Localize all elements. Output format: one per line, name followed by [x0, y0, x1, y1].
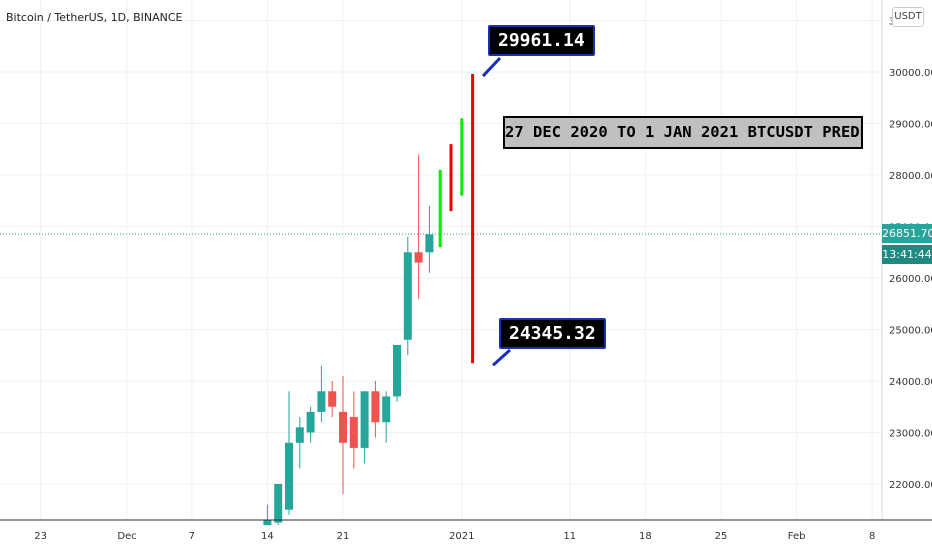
candle-body: [339, 411, 347, 443]
candle-body: [306, 411, 315, 433]
candle-body: [371, 391, 380, 423]
candle: [403, 236, 412, 356]
time-tick-label: 18: [639, 531, 652, 542]
price-tick-label: 25000.00: [889, 325, 932, 336]
candle-body: [382, 396, 391, 423]
time-tick-label: 21: [337, 531, 350, 542]
candle: [371, 380, 380, 438]
time-tick-label: 7: [189, 531, 195, 542]
price-tick-label: 29000.00: [889, 120, 932, 131]
candle: [328, 380, 337, 418]
prediction-bars: [438, 74, 475, 364]
candle-body: [414, 252, 423, 263]
candle: [339, 375, 347, 495]
callout-leaders: [481, 56, 511, 367]
high-callout-leader: [481, 56, 502, 78]
candle: [285, 391, 293, 515]
time-tick-label: 25: [715, 531, 728, 542]
candle-body: [425, 234, 434, 253]
high-target-callout: 29961.14: [488, 25, 595, 56]
candle-body: [263, 520, 272, 526]
last-price-tag: 26851.70: [882, 224, 932, 243]
candle: [306, 406, 315, 443]
time-tick-label: Feb: [788, 531, 806, 542]
candle-body: [285, 442, 293, 510]
candle-body: [403, 252, 412, 340]
grid-lines: [0, 0, 882, 520]
price-tick-label: 28000.00: [889, 171, 932, 182]
candle: [425, 205, 434, 273]
candle-body: [295, 427, 304, 443]
candle-body: [317, 391, 326, 412]
candle-body: [349, 417, 358, 448]
price-tick-label: 30000.00: [889, 68, 932, 79]
candle: [382, 391, 391, 443]
time-axis-ticks: 23 Dec 7 14 21 2021 11 18 25 Feb 8: [34, 531, 875, 542]
price-tick-label: 22000.00: [889, 480, 932, 491]
candles: [263, 154, 434, 526]
candle: [263, 504, 272, 526]
time-tick-label: 14: [261, 531, 274, 542]
currency-unit-button[interactable]: USDT: [892, 7, 924, 27]
time-tick-label: 2021: [449, 531, 474, 542]
time-tick-label: 11: [563, 531, 576, 542]
candle: [414, 154, 423, 299]
candle-body: [328, 391, 337, 407]
candle: [393, 344, 401, 402]
price-tick-label: 24000.00: [889, 377, 932, 388]
low-target-callout: 24345.32: [499, 318, 606, 349]
countdown-tag: 13:41:44: [882, 245, 932, 264]
time-tick-label: 8: [869, 531, 875, 542]
candle: [317, 365, 326, 423]
time-tick-label: Dec: [117, 531, 136, 542]
candle-body: [393, 344, 401, 397]
candle: [274, 483, 283, 526]
price-tick-label: 23000.00: [889, 428, 932, 439]
candle: [349, 391, 358, 469]
candle-body: [360, 391, 369, 448]
candle: [360, 391, 369, 464]
time-tick-label: 23: [34, 531, 47, 542]
price-tick-label: 26000.00: [889, 274, 932, 285]
low-callout-leader: [492, 348, 511, 367]
symbol-title: Bitcoin / TetherUS, 1D, BINANCE: [6, 11, 183, 24]
prediction-headline: 27 DEC 2020 TO 1 JAN 2021 BTCUSDT PREDEC…: [503, 116, 863, 149]
candle: [295, 417, 304, 469]
candle-body: [274, 483, 283, 523]
